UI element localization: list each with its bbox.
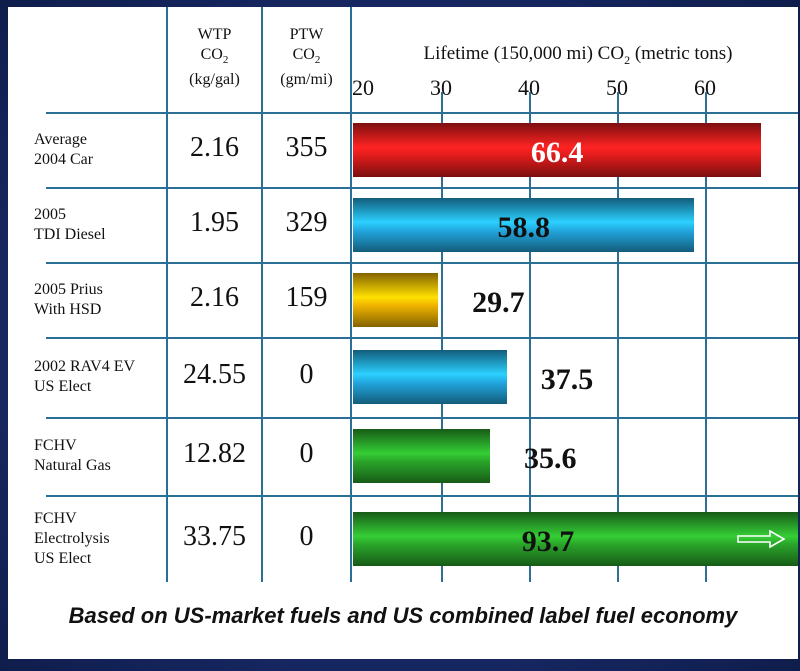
ptw-value: 159 xyxy=(285,281,328,313)
ptw-value: 0 xyxy=(299,438,314,469)
row-label-line: US Elect xyxy=(34,549,92,567)
wtp-header-unit: (kg/gal) xyxy=(189,71,240,89)
ptw-header-unit: (gm/mi) xyxy=(280,71,333,89)
bar-value-label: 35.6 xyxy=(524,442,577,475)
ptw-value: 0 xyxy=(299,359,314,390)
bar xyxy=(353,122,762,177)
ptw-header-co: CO xyxy=(292,46,315,63)
axis-title: Lifetime (150,000 mi) CO2 (metric tons) xyxy=(363,43,793,68)
wtp-value: 1.95 xyxy=(190,206,239,238)
bar-value-label: 58.8 xyxy=(497,210,550,244)
bar xyxy=(353,197,695,252)
x-tick-label: 40 xyxy=(518,75,540,100)
row-label-line: Average xyxy=(34,130,87,148)
row-label: 2005 Prius With HSD xyxy=(34,280,103,320)
wtp-value: 2.16 xyxy=(190,281,239,313)
bar-value-label: 93.7 xyxy=(521,524,575,558)
bar xyxy=(353,272,439,327)
overflow-arrow-icon xyxy=(737,529,786,548)
bar xyxy=(353,429,491,483)
bar xyxy=(353,350,507,404)
wtp-header-line1: WTP xyxy=(197,26,232,43)
row-label: FCHV Natural Gas xyxy=(34,436,111,476)
row-label: FCHV Electrolysis US Elect xyxy=(34,509,110,569)
row-label-line: 2005 Prius xyxy=(34,280,103,298)
wtp-value: 12.82 xyxy=(183,438,246,469)
bar xyxy=(353,511,798,566)
row-separator xyxy=(46,337,798,339)
column-divider-ptw xyxy=(350,7,352,582)
wtp-header-line2: CO2 xyxy=(168,45,261,70)
row-label-line: 2004 Car xyxy=(34,150,94,168)
row-label: 2002 RAV4 EV US Elect xyxy=(34,357,135,397)
row-label-line: US Elect xyxy=(34,378,92,395)
wtp-header-co: CO xyxy=(200,46,223,63)
row-label-line: FCHV xyxy=(34,437,77,454)
ptw-value: 355 xyxy=(285,131,328,163)
ptw-value: 329 xyxy=(285,206,328,238)
wtp-value: 2.16 xyxy=(190,131,239,163)
wtp-value: 24.55 xyxy=(183,359,246,390)
row-label-line: FCHV xyxy=(34,509,77,527)
row-label: 2005 TDI Diesel xyxy=(34,205,106,245)
wtp-header: WTP CO2 (kg/gal) xyxy=(168,25,261,90)
x-tick-label: 60 xyxy=(694,75,716,100)
row-label-line: TDI Diesel xyxy=(34,225,106,243)
row-label-line: Natural Gas xyxy=(34,457,111,474)
row-label-line: With HSD xyxy=(34,300,102,318)
column-divider-wtp xyxy=(261,7,263,582)
chart-panel: WTP CO2 (kg/gal) PTW CO2 (gm/mi) Lifetim… xyxy=(8,7,798,659)
bar-value-label: 29.7 xyxy=(472,285,525,319)
row-label-line: 2002 RAV4 EV xyxy=(34,358,136,375)
ptw-header-line1: PTW xyxy=(289,26,324,43)
x-tick-label: 20 xyxy=(352,75,374,100)
axis-title-sub: 2 xyxy=(624,52,631,67)
ptw-header-line2: CO2 xyxy=(263,45,350,70)
row-label: Average 2004 Car xyxy=(34,130,93,170)
ptw-value: 0 xyxy=(299,520,314,552)
x-tick-label: 50 xyxy=(606,75,628,100)
row-separator xyxy=(46,187,798,189)
wtp-header-sub: 2 xyxy=(222,54,229,67)
row-separator xyxy=(46,417,798,419)
bar-value-label: 37.5 xyxy=(540,363,594,396)
row-label-line: 2005 xyxy=(34,205,66,223)
wtp-value: 33.75 xyxy=(183,520,246,552)
table-header-rule xyxy=(46,112,798,114)
row-separator xyxy=(46,262,798,264)
footnote: Based on US-market fuels and US combined… xyxy=(68,603,738,628)
x-tick-label: 30 xyxy=(430,75,452,100)
ptw-header-sub: 2 xyxy=(314,54,321,67)
column-divider-label xyxy=(166,7,168,582)
axis-title-post: (metric tons) xyxy=(630,43,733,64)
ptw-header: PTW CO2 (gm/mi) xyxy=(263,25,350,90)
axis-title-pre: Lifetime (150,000 mi) CO xyxy=(423,43,625,64)
row-label-line: Electrolysis xyxy=(34,529,110,547)
comparison-table: WTP CO2 (kg/gal) PTW CO2 (gm/mi) Lifetim… xyxy=(8,7,798,597)
bar-value-label: 66.4 xyxy=(530,135,584,169)
row-separator xyxy=(46,495,798,497)
